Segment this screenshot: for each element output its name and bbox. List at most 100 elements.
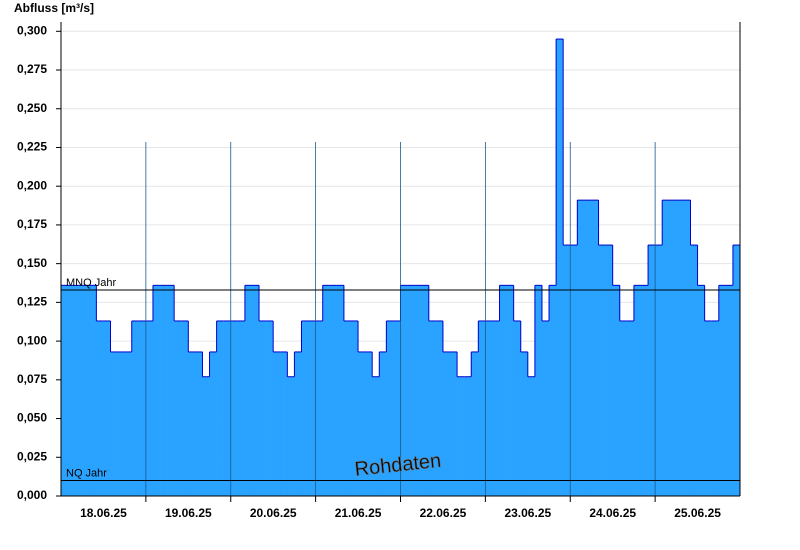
area-step (386, 320, 394, 496)
area-step (202, 376, 210, 496)
area-step (266, 320, 274, 496)
area-step (188, 351, 196, 496)
x-tick-label: 21.06.25 (335, 506, 382, 520)
area-step (138, 320, 147, 496)
area-step (160, 285, 168, 496)
area-step (612, 285, 621, 496)
area-step (577, 200, 585, 496)
area-step (280, 351, 288, 496)
area-step (697, 285, 705, 496)
area-step (407, 285, 415, 496)
area-step (556, 39, 564, 496)
area-step (322, 285, 331, 496)
area-step (89, 285, 97, 496)
area-step (379, 351, 387, 496)
area-step (464, 376, 472, 496)
area-step (662, 200, 670, 496)
area-step (428, 320, 437, 496)
y-tick-label: 0,225 (17, 140, 47, 154)
area-step (598, 245, 606, 496)
area-step (251, 285, 260, 496)
area-step (683, 200, 691, 496)
area-step (110, 351, 118, 496)
area-step (605, 245, 613, 496)
area-step (336, 285, 345, 496)
area-step (690, 245, 698, 496)
area-step (329, 285, 338, 496)
area-step (718, 285, 727, 496)
area-step (244, 285, 253, 496)
area-step (372, 376, 380, 496)
y-tick-label: 0,075 (17, 372, 47, 386)
area-step (358, 351, 366, 496)
area-step (181, 320, 189, 496)
area-step (633, 285, 642, 496)
area-step (414, 285, 423, 496)
y-tick-label: 0,300 (17, 23, 47, 37)
y-tick-label: 0,050 (17, 411, 47, 425)
area-step (711, 320, 720, 496)
area-step (287, 376, 295, 496)
area-step (68, 285, 76, 496)
area-step (471, 351, 479, 496)
area-step (209, 351, 217, 496)
area-step (506, 285, 514, 496)
area-step (315, 320, 323, 496)
area-step (131, 320, 140, 496)
area-step (442, 351, 451, 496)
x-tick-label: 19.06.25 (165, 506, 212, 520)
chart-title: Abfluss [m³/s] (14, 1, 94, 15)
area-step (400, 285, 408, 496)
y-tick-label: 0,275 (17, 62, 47, 76)
area-step (655, 245, 663, 496)
area-step (174, 320, 182, 496)
area-step (534, 285, 543, 496)
area-step (343, 320, 352, 496)
area-step (527, 376, 536, 496)
area-step (230, 320, 239, 496)
area-step (520, 351, 529, 496)
y-tick-label: 0,200 (17, 178, 47, 192)
x-tick-label: 20.06.25 (250, 506, 297, 520)
area-step (541, 320, 550, 496)
area-step (124, 351, 133, 496)
area-step (732, 245, 741, 496)
area-step (640, 285, 649, 496)
y-tick-label: 0,250 (17, 101, 47, 115)
area-step (117, 351, 125, 496)
area-step (273, 351, 281, 496)
y-tick-label: 0,150 (17, 256, 47, 270)
area-step (294, 351, 302, 496)
area-step (563, 245, 571, 496)
area-step (619, 320, 628, 496)
area-step (103, 320, 111, 496)
area-step (435, 320, 444, 496)
y-tick-label: 0,025 (17, 449, 47, 463)
area-step (591, 200, 599, 496)
x-tick-label: 23.06.25 (504, 506, 551, 520)
area-step (393, 320, 401, 496)
area-step (259, 320, 267, 496)
y-tick-label: 0,175 (17, 217, 47, 231)
area-step (216, 320, 224, 496)
x-tick-label: 22.06.25 (420, 506, 467, 520)
area-step (626, 320, 635, 496)
area-step (96, 320, 104, 496)
y-tick-label: 0,125 (17, 295, 47, 309)
y-tick-label: 0,000 (17, 488, 47, 502)
area-step (350, 320, 359, 496)
x-tick-label: 24.06.25 (589, 506, 636, 520)
area-step (167, 285, 175, 496)
reference-label: MNQ Jahr (66, 277, 116, 289)
area-step (61, 285, 69, 496)
area-step (145, 320, 154, 496)
area-step (478, 320, 486, 496)
area-step (457, 376, 465, 496)
area-step (648, 245, 656, 496)
area-step (450, 351, 458, 496)
area-step (669, 200, 677, 496)
area-step (75, 285, 83, 496)
area-step (223, 320, 232, 496)
area-step (195, 351, 203, 496)
